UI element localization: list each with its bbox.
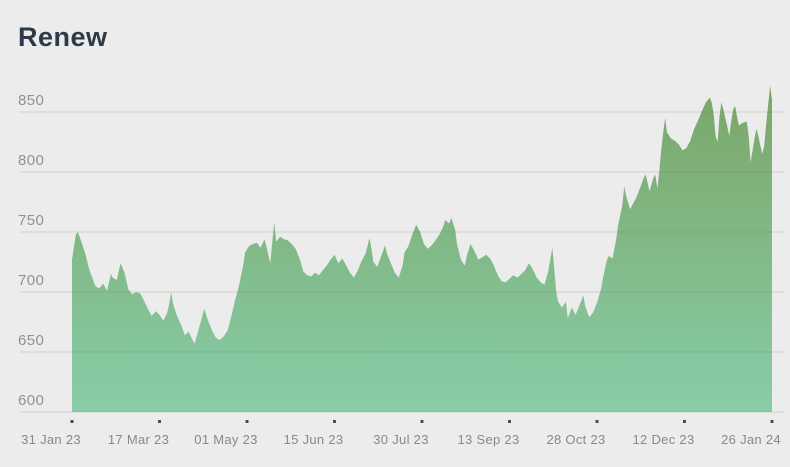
x-tick-mark-6 [595, 420, 599, 423]
series-area-fill[interactable] [72, 85, 772, 412]
x-tick-label-6: 28 Oct 23 [546, 432, 605, 447]
x-tick-label-8: 26 Jan 24 [721, 432, 781, 447]
x-tick-mark-8 [770, 420, 774, 423]
x-tick-label-2: 01 May 23 [194, 432, 257, 447]
x-tick-mark-2 [245, 420, 249, 423]
y-tick-label-750: 750 [18, 212, 44, 229]
x-tick-mark-4 [420, 420, 424, 423]
x-tick-label-7: 12 Dec 23 [633, 432, 695, 447]
y-tick-label-650: 650 [18, 332, 44, 349]
x-tick-label-3: 15 Jun 23 [284, 432, 344, 447]
gridlines [20, 111, 785, 413]
x-tick-mark-0 [70, 420, 74, 423]
x-tick-label-5: 13 Sep 23 [458, 432, 520, 447]
y-tick-label-700: 700 [18, 272, 44, 289]
x-tick-mark-5 [508, 420, 511, 423]
x-axis-tick-marks [70, 420, 774, 423]
x-axis-labels: 31 Jan 23 17 Mar 23 01 May 23 15 Jun 23 30 J… [21, 432, 781, 447]
y-tick-label-850: 850 [18, 92, 44, 109]
y-tick-label-600: 600 [18, 392, 44, 409]
x-tick-mark-1 [158, 420, 161, 423]
x-tick-label-0: 31 Jan 23 [21, 432, 81, 447]
x-tick-mark-7 [683, 420, 686, 423]
page-title: Renew [18, 22, 108, 52]
y-axis-labels: 600 650 700 750 800 850 [18, 92, 44, 409]
x-tick-label-4: 30 Jul 23 [373, 432, 428, 447]
x-tick-mark-3 [333, 420, 336, 423]
y-tick-label-800: 800 [18, 152, 44, 169]
series-renew[interactable] [72, 85, 772, 412]
x-tick-label-1: 17 Mar 23 [108, 432, 169, 447]
